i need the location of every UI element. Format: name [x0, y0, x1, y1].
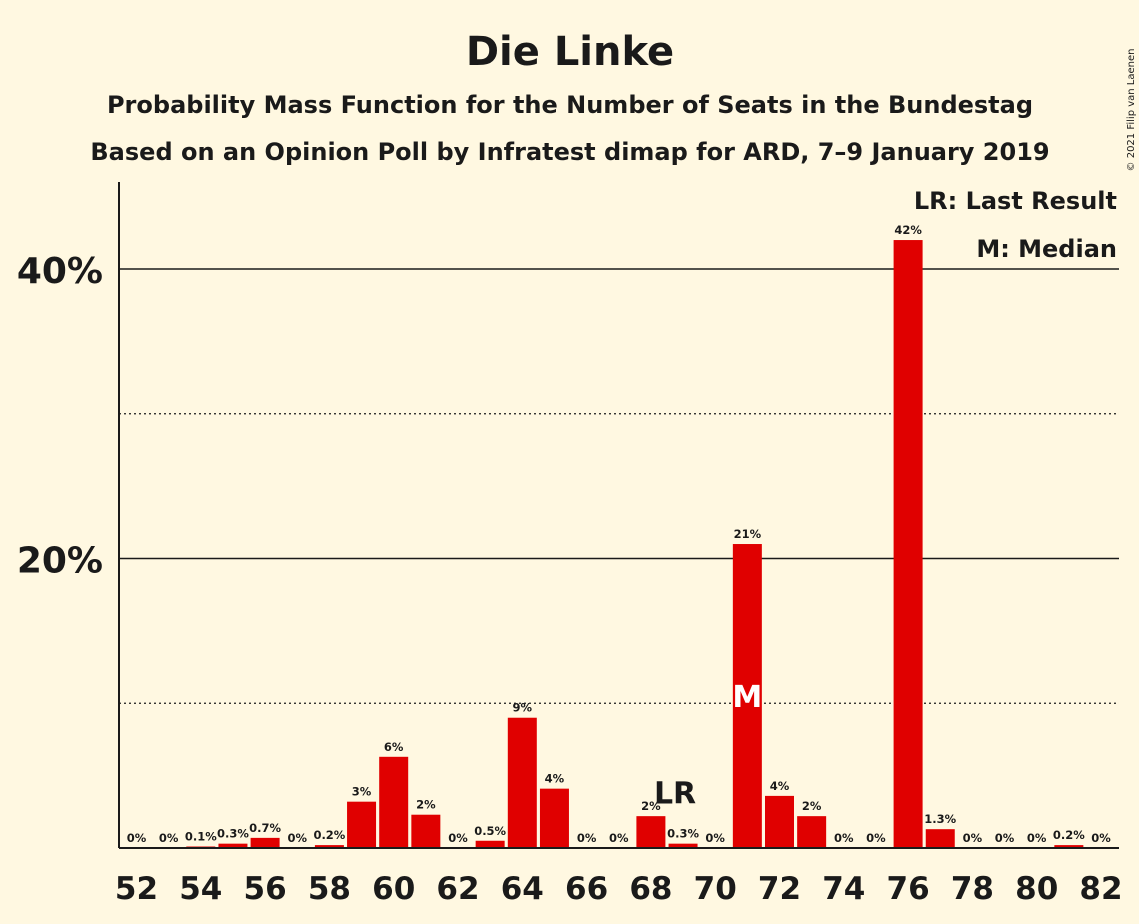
bar: [797, 816, 827, 848]
x-tick-label: 80: [1015, 871, 1058, 907]
data-label: 0%: [287, 831, 307, 845]
data-label: 4%: [770, 779, 790, 793]
x-tick-label: 82: [1079, 871, 1122, 907]
data-label: 4%: [545, 772, 565, 786]
bar: [668, 843, 698, 848]
data-label: 42%: [894, 223, 922, 237]
data-label: 0%: [1091, 831, 1111, 845]
x-tick-label: 58: [308, 871, 351, 907]
data-label: 0.7%: [249, 821, 281, 835]
bar: [379, 756, 409, 848]
chart-title: Die Linke: [466, 29, 674, 75]
data-label: 0.3%: [667, 827, 699, 841]
data-label: 0%: [834, 831, 854, 845]
bar: [507, 717, 537, 848]
bar: [925, 829, 955, 848]
chart-subtitle-1: Probability Mass Function for the Number…: [107, 91, 1033, 119]
data-label: 0%: [448, 831, 468, 845]
copyright-text: © 2021 Filip van Laenen: [1126, 49, 1137, 172]
x-tick-label: 54: [179, 871, 222, 907]
x-tick-label: 68: [629, 871, 672, 907]
y-tick-label: 20%: [17, 541, 103, 582]
bar: [347, 801, 377, 848]
bar: [411, 814, 441, 848]
data-label: 0%: [1027, 831, 1047, 845]
x-tick-label: 78: [951, 871, 994, 907]
grid: [119, 268, 1119, 704]
last-result-marker: LR: [654, 777, 696, 812]
legend-median: M: Median: [976, 235, 1117, 263]
data-label: 0%: [866, 831, 886, 845]
data-label: 9%: [513, 701, 533, 715]
x-tick-label: 56: [244, 871, 287, 907]
x-tick-label: 66: [565, 871, 608, 907]
bar: [765, 795, 794, 848]
median-marker: M: [732, 680, 762, 715]
data-label: 0%: [609, 831, 629, 845]
data-label: 0%: [705, 831, 725, 845]
data-label: 0.2%: [313, 828, 345, 842]
data-label: 0%: [995, 831, 1015, 845]
data-label: 2%: [641, 799, 661, 813]
bar: [1054, 845, 1084, 848]
data-label: 0.3%: [217, 827, 249, 841]
x-tick-label: 64: [501, 871, 544, 907]
x-tick-label: 72: [758, 871, 801, 907]
data-label: 0%: [159, 831, 179, 845]
data-labels: 0% 0% 0.1% 0.3% 0.7%0% 0.2%3%6%2%0%0.5%9%4%0%…: [127, 223, 1112, 845]
bar: [732, 544, 762, 848]
x-tick-label: 70: [694, 871, 737, 907]
x-tick-label: 76: [887, 871, 930, 907]
data-label: 2%: [416, 798, 436, 812]
data-label: 2%: [802, 799, 822, 813]
bar: [539, 788, 569, 848]
bar: [893, 240, 923, 849]
bars: [186, 240, 1084, 849]
bar: [475, 840, 505, 848]
y-axis-ticks: 40% 20%: [17, 251, 103, 582]
data-label: 0.5%: [474, 824, 506, 838]
y-tick-label: 40%: [17, 251, 103, 292]
chart-subtitle-2: Based on an Opinion Poll by Infratest di…: [90, 138, 1049, 166]
bar: [314, 845, 344, 848]
x-tick-label: 60: [372, 871, 415, 907]
data-label: 0%: [963, 831, 983, 845]
data-label: 0.1%: [185, 830, 217, 844]
x-tick-label: 62: [436, 871, 479, 907]
data-label: 0.2%: [1053, 828, 1085, 842]
x-axis-ticks: 52 54 56 58 60 62 64 66 68 70 72 74 76 78 80 82: [115, 871, 1123, 907]
legend-last-result: LR: Last Result: [914, 187, 1117, 215]
data-label: 0%: [127, 831, 147, 845]
data-label: 1.3%: [924, 812, 956, 826]
data-label: 21%: [734, 527, 762, 541]
bar: [636, 816, 666, 848]
x-tick-label: 74: [822, 871, 865, 907]
data-label: 6%: [384, 740, 404, 754]
data-label: 0%: [577, 831, 597, 845]
data-label: 3%: [352, 785, 372, 799]
bar: [218, 843, 248, 848]
bar: [250, 837, 280, 848]
x-tick-label: 52: [115, 871, 158, 907]
